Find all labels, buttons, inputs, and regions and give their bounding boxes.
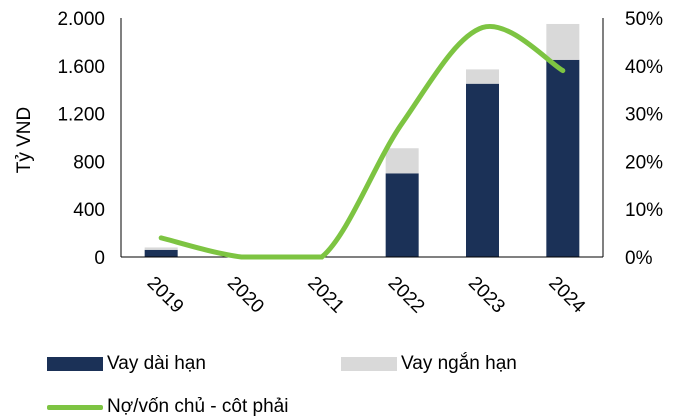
y-tick-label-right: 50%	[625, 9, 663, 30]
bar-long-term	[144, 249, 178, 257]
bars	[144, 23, 580, 258]
y-tick-label-left: 400	[73, 200, 105, 221]
y-tick-label-left: 2.000	[57, 9, 105, 30]
x-tick-label: 2024	[544, 273, 589, 318]
y-axis-right-ticks: 0% 10% 20% 30% 40% 50%	[625, 9, 663, 269]
x-tick-label: 2019	[143, 273, 188, 318]
y-tick-label-right: 40%	[625, 57, 663, 78]
x-tick-label: 2023	[464, 273, 509, 318]
y-tick-label-right: 0%	[625, 248, 653, 269]
y-tick-label-left: 800	[73, 152, 105, 173]
bar-short-term	[385, 148, 419, 174]
y-axis-left-ticks: 0 400 800 1.200 1.600 2.000	[57, 9, 105, 269]
bar-long-term	[546, 59, 580, 258]
y-tick-label-left: 0	[94, 248, 105, 269]
bar-short-term	[546, 23, 580, 60]
x-tick-label: 2022	[384, 273, 429, 318]
x-tick-label: 2020	[223, 273, 268, 318]
y-tick-label-left: 1.200	[57, 105, 105, 126]
y-tick-label-left: 1.600	[57, 57, 105, 78]
bar-long-term	[466, 83, 499, 257]
bar-short-term	[144, 247, 178, 250]
y-tick-label-right: 10%	[625, 200, 663, 221]
bar-long-term	[385, 173, 419, 257]
y-axis-title: Tỷ VND	[14, 107, 35, 174]
x-axis-ticks: 2019 2020 2021 2022 2023 2024	[143, 273, 590, 318]
y-tick-label-right: 20%	[625, 152, 663, 173]
y-tick-label-right: 30%	[625, 105, 663, 126]
bar-short-term	[466, 69, 499, 84]
x-tick-label: 2021	[303, 273, 348, 318]
series-line-ratio	[158, 23, 566, 260]
